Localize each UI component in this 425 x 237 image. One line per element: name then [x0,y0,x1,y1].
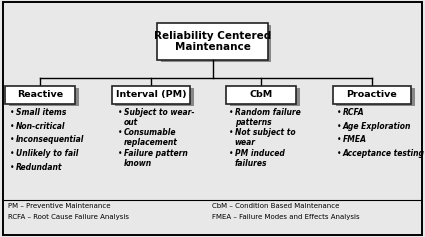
Text: •: • [10,149,14,158]
Text: •: • [229,108,233,117]
Text: •: • [10,135,14,144]
Text: •: • [337,108,342,117]
Text: •: • [337,122,342,131]
Text: Failure pattern: Failure pattern [124,149,188,158]
Text: out: out [124,118,139,127]
Text: Age Exploration: Age Exploration [343,122,411,131]
Text: Reliability Centered
Maintenance: Reliability Centered Maintenance [154,31,271,52]
Text: Proactive: Proactive [346,90,397,99]
Text: Random failure: Random failure [235,108,300,117]
Text: RCFA – Root Cause Failure Analysis: RCFA – Root Cause Failure Analysis [8,214,130,220]
Text: •: • [118,128,123,137]
FancyBboxPatch shape [332,86,411,104]
Text: Small items: Small items [16,108,66,117]
FancyBboxPatch shape [161,25,271,62]
Text: Subject to wear-: Subject to wear- [124,108,195,117]
Text: patterns: patterns [235,118,271,127]
FancyBboxPatch shape [226,86,296,104]
Text: Not subject to: Not subject to [235,128,295,137]
Text: replacement: replacement [124,138,178,147]
Text: wear: wear [235,138,255,147]
Text: PM induced: PM induced [235,149,284,158]
Text: Non-critical: Non-critical [16,122,65,131]
Text: Consumable: Consumable [124,128,177,137]
Text: •: • [118,108,123,117]
Text: RCFA: RCFA [343,108,365,117]
Text: CbM – Condition Based Maintenance: CbM – Condition Based Maintenance [212,203,340,209]
Text: •: • [10,163,14,172]
Text: Inconsequential: Inconsequential [16,135,84,144]
Text: failures: failures [235,159,267,168]
Text: •: • [10,122,14,131]
Text: CbM: CbM [250,90,273,99]
Text: •: • [229,128,233,137]
Text: Acceptance testing: Acceptance testing [343,149,425,158]
Text: PM – Preventive Maintenance: PM – Preventive Maintenance [8,203,111,209]
Text: Unlikely to fail: Unlikely to fail [16,149,78,158]
Text: •: • [10,108,14,117]
Text: Redundant: Redundant [16,163,62,172]
Text: known: known [124,159,152,168]
FancyBboxPatch shape [5,86,76,104]
FancyBboxPatch shape [115,88,193,106]
FancyBboxPatch shape [336,88,415,106]
FancyBboxPatch shape [230,88,300,106]
Text: •: • [229,149,233,158]
Text: FMEA: FMEA [343,135,367,144]
Text: •: • [337,135,342,144]
FancyBboxPatch shape [157,23,268,60]
Text: FMEA – Failure Modes and Effects Analysis: FMEA – Failure Modes and Effects Analysi… [212,214,360,220]
Text: Interval (PM): Interval (PM) [116,90,186,99]
Text: •: • [337,149,342,158]
FancyBboxPatch shape [8,88,79,106]
Text: •: • [118,149,123,158]
FancyBboxPatch shape [111,86,190,104]
Text: Reactive: Reactive [17,90,63,99]
